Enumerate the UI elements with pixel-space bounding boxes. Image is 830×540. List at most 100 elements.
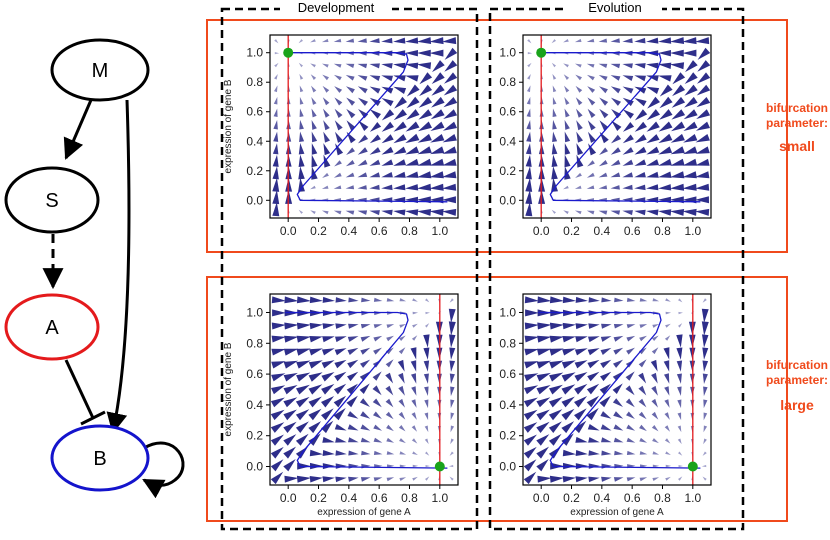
- vector-arrow: [333, 383, 347, 395]
- vector-arrow: [678, 323, 683, 328]
- vector-arrow: [523, 422, 538, 433]
- fixed-point: [434, 461, 445, 472]
- vector-arrow: [634, 75, 646, 82]
- vector-arrow: [574, 408, 587, 421]
- vector-arrow: [272, 177, 280, 192]
- vector-arrow: [321, 38, 329, 43]
- vector-arrow: [588, 476, 600, 483]
- vector-arrow: [611, 120, 622, 131]
- vector-arrow: [309, 322, 323, 330]
- vector-arrow: [412, 476, 418, 481]
- vector-arrow: [683, 121, 698, 131]
- vector-arrow: [622, 147, 634, 155]
- vector-arrow: [405, 37, 419, 44]
- vector-arrow: [299, 131, 305, 142]
- vector-arrow: [651, 398, 658, 408]
- vector-arrow: [393, 171, 406, 178]
- vector-arrow: [398, 347, 406, 355]
- vector-arrow: [450, 438, 454, 445]
- vector-arrow: [309, 449, 323, 457]
- vector-arrow: [283, 409, 297, 421]
- vector-arrow: [526, 96, 531, 105]
- vector-arrow: [348, 450, 359, 456]
- vector-arrow: [683, 134, 698, 143]
- vector-arrow: [386, 424, 394, 432]
- vector-arrow: [334, 359, 347, 369]
- vector-arrow: [399, 451, 407, 455]
- vector-arrow: [273, 108, 278, 117]
- vector-arrow: [588, 437, 600, 443]
- vector-arrow: [295, 421, 309, 433]
- vector-arrow: [284, 335, 299, 343]
- vector-arrow: [647, 96, 660, 109]
- vector-arrow: [442, 171, 457, 179]
- vector-arrow: [419, 84, 433, 97]
- vector-arrow: [695, 171, 710, 179]
- vector-arrow: [638, 398, 647, 408]
- vector-arrow: [694, 196, 709, 204]
- vector-arrow: [442, 146, 457, 154]
- column-box-development: [220, 7, 479, 531]
- node-s-label: S: [45, 190, 58, 212]
- vector-arrow: [613, 424, 624, 431]
- vector-arrow: [658, 171, 672, 178]
- vector-arrow: [601, 437, 612, 443]
- vector-arrow: [298, 209, 303, 214]
- vector-arrow: [588, 131, 596, 143]
- vector-arrow: [323, 131, 330, 143]
- y-tick-label: 0.6: [246, 105, 263, 119]
- vector-arrow: [381, 184, 393, 191]
- vector-arrow: [613, 477, 624, 482]
- vector-arrow: [677, 425, 682, 433]
- vector-arrow: [322, 97, 330, 106]
- vector-arrow: [634, 63, 646, 69]
- column-box-evolution: [488, 7, 745, 531]
- vector-arrow: [671, 96, 686, 108]
- vector-arrow: [361, 450, 371, 456]
- vector-arrow: [634, 37, 646, 44]
- vector-arrow: [296, 360, 311, 369]
- vector-arrow: [369, 172, 380, 178]
- plot-frame: [522, 293, 712, 486]
- x-tick-label: 0.0: [533, 224, 550, 238]
- phase-plot-evolution-small: 0.0 0.0 0.2 0.2 0.4 0.4 0.6 0.6 0.8 0.8 1.0 1.0: [499, 34, 712, 238]
- fixed-point: [687, 461, 698, 472]
- vector-arrow: [549, 348, 564, 356]
- vector-arrow: [610, 86, 621, 94]
- vector-arrow: [385, 411, 394, 420]
- vector-arrow: [551, 143, 558, 155]
- x-tick-label: 0.0: [533, 491, 550, 505]
- vector-arrow: [634, 134, 647, 144]
- vector-arrow: [575, 336, 588, 343]
- vector-arrow: [652, 451, 660, 455]
- vector-arrow: [323, 120, 330, 131]
- vector-arrow: [562, 476, 576, 483]
- vector-arrow: [443, 84, 458, 96]
- x-tick-label: 0.8: [654, 491, 671, 505]
- vector-arrow: [574, 420, 587, 434]
- vector-arrow: [450, 399, 455, 409]
- x-tick-label: 0.8: [654, 224, 671, 238]
- vector-arrow: [575, 63, 582, 68]
- x-tick-label: 0.8: [401, 224, 418, 238]
- vector-arrow: [599, 395, 611, 408]
- vector-arrow: [524, 335, 539, 343]
- vector-arrow: [646, 75, 659, 82]
- vector-arrow: [358, 109, 369, 119]
- x-tick-label: 0.4: [593, 224, 610, 238]
- vector-arrow: [586, 38, 595, 43]
- vector-arrow: [676, 360, 683, 372]
- y-tick-label: 0.0: [246, 460, 263, 474]
- vector-arrow: [587, 371, 600, 382]
- vector-arrow: [449, 451, 454, 456]
- vector-arrow: [523, 459, 537, 472]
- vector-arrow: [669, 209, 685, 216]
- vector-arrow: [658, 37, 672, 44]
- vector-arrow: [536, 385, 551, 395]
- vector-arrow: [561, 421, 575, 434]
- vector-arrow: [431, 96, 445, 108]
- vector-arrow: [270, 397, 285, 408]
- vector-arrow: [271, 385, 286, 395]
- column-label-backing-dev: [280, 1, 392, 15]
- vector-arrow: [677, 412, 682, 421]
